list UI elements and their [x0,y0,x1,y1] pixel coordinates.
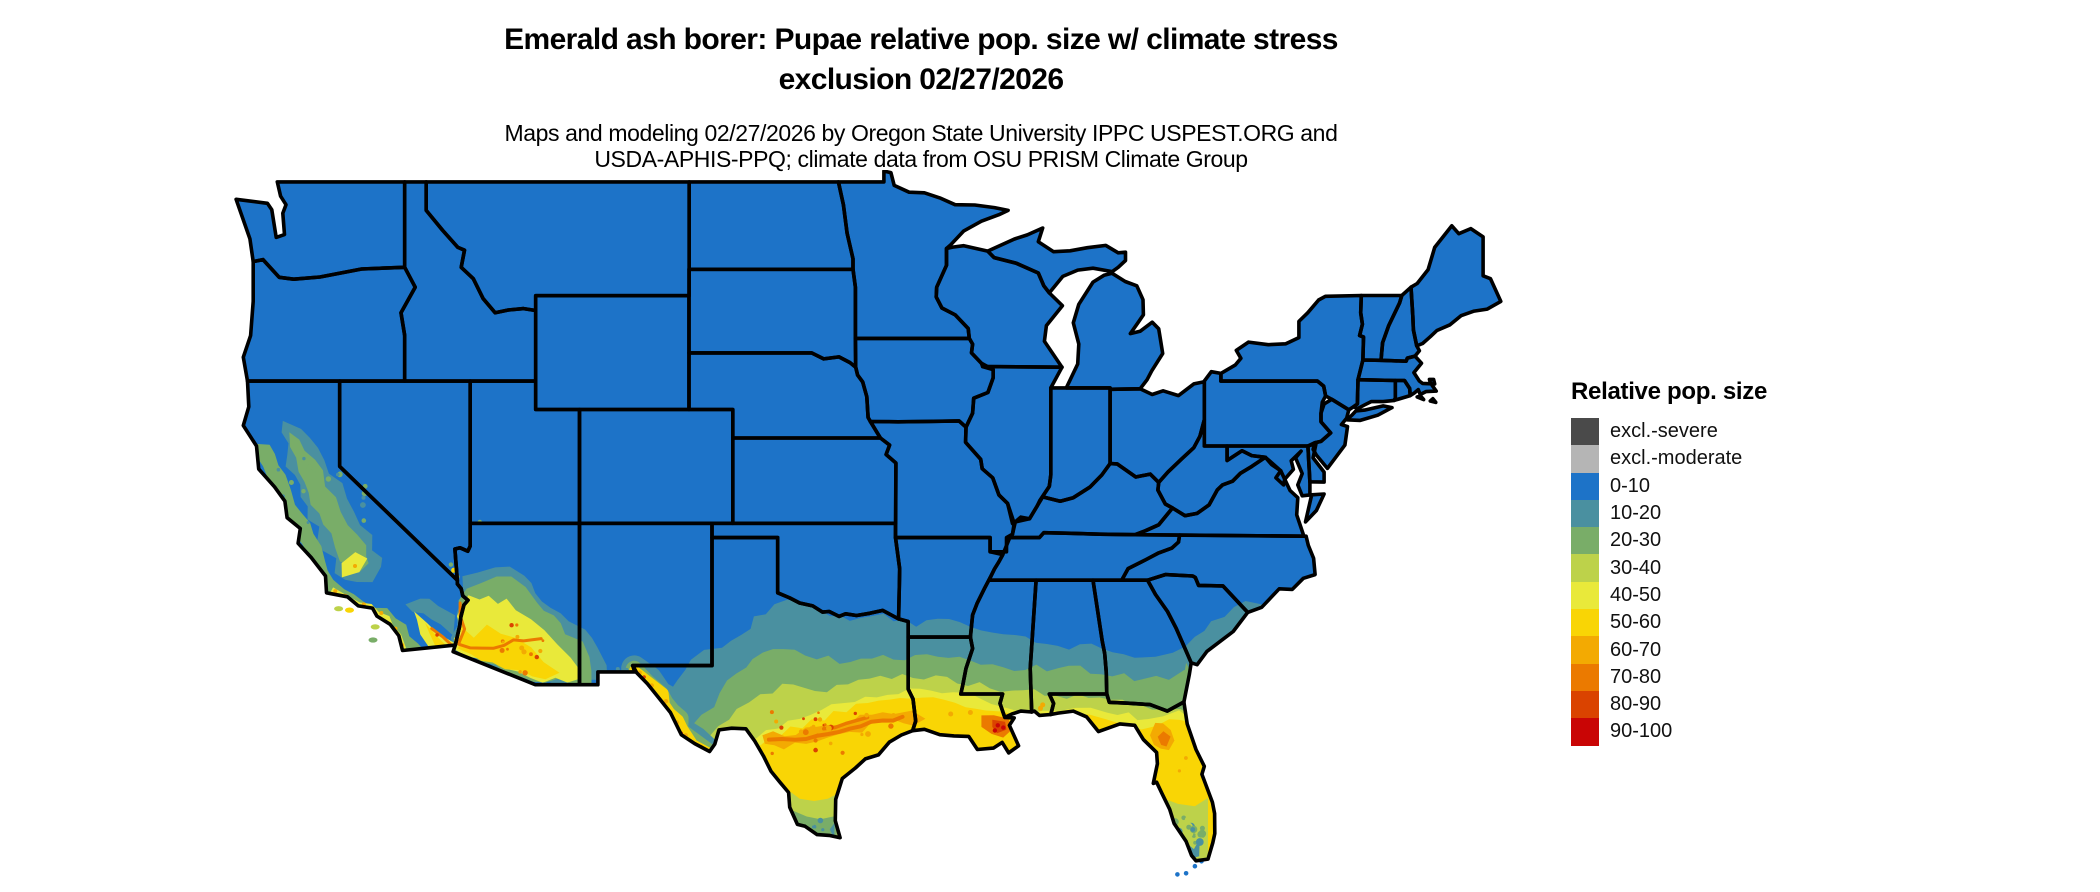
figure-subtitle-line2: USDA-APHIS-PPQ; climate data from OSU PR… [594,146,1248,172]
legend: Relative pop. size excl.-severe excl.-mod… [1571,378,1767,746]
figure-subtitle: Maps and modeling 02/27/2026 by Oregon S… [230,120,1612,172]
legend-swatch [1571,663,1599,691]
legend-item: 40-50 [1571,581,1767,610]
legend-item: excl.-severe [1571,418,1767,446]
legend-item-label: 50-60 [1610,611,1662,634]
legend-item: 0-10 [1571,472,1767,500]
legend-item: 20-30 [1571,527,1767,555]
legend-item-label: 80-90 [1610,693,1662,716]
us-map [234,170,1503,877]
legend-title: Relative pop. size [1571,378,1767,405]
legend-item: 90-100 [1571,718,1767,746]
legend-swatch [1571,581,1599,610]
map-islands [334,606,1204,877]
legend-item-label: 0-10 [1610,474,1651,497]
figure-title: Emerald ash borer: Pupae relative pop. s… [230,20,1612,100]
legend-item: 70-80 [1571,663,1767,691]
legend-item: 50-60 [1571,609,1767,637]
legend-item-label: 20-30 [1610,529,1662,552]
legend-item: excl.-moderate [1571,445,1767,473]
legend-swatch [1571,499,1599,528]
legend-swatch [1571,554,1599,582]
legend-item: 60-70 [1571,636,1767,664]
legend-item-label: 90-100 [1610,720,1673,743]
legend-item-label: 40-50 [1610,583,1662,606]
figure-title-line2: exclusion 02/27/2026 [778,63,1064,96]
legend-swatch [1571,690,1599,719]
legend-swatch [1571,472,1599,500]
legend-item-label: excl.-moderate [1610,447,1743,470]
figure-subtitle-line1: Maps and modeling 02/27/2026 by Oregon S… [504,120,1338,146]
legend-item-label: 10-20 [1610,502,1662,525]
legend-item: 30-40 [1571,554,1767,582]
legend-item-label: 30-40 [1610,556,1662,579]
legend-swatch [1571,445,1599,473]
map-state-borders [234,170,1503,863]
legend-swatch [1571,527,1599,555]
legend-item: 80-90 [1571,690,1767,719]
legend-swatch [1571,718,1599,746]
legend-swatch [1571,418,1599,446]
legend-item-label: 60-70 [1610,638,1662,661]
legend-items: excl.-severe excl.-moderate 0-10 10-20 20-30… [1571,418,1767,746]
legend-item: 10-20 [1571,499,1767,528]
legend-item-label: excl.-severe [1610,420,1718,443]
legend-item-label: 70-80 [1610,665,1662,688]
legend-swatch [1571,636,1599,664]
figure-title-line1: Emerald ash borer: Pupae relative pop. s… [504,23,1338,56]
legend-swatch [1571,609,1599,637]
